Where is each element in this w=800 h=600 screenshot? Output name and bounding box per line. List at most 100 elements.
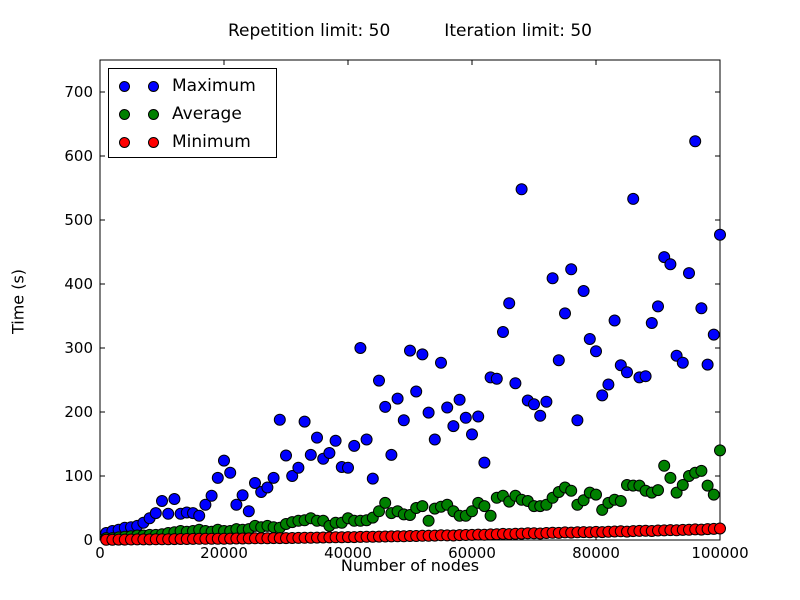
data-point bbox=[329, 434, 342, 447]
average-marker-icon bbox=[148, 108, 159, 120]
data-point bbox=[583, 333, 596, 345]
data-point bbox=[168, 493, 181, 505]
data-point bbox=[422, 406, 435, 419]
x-tick-label: 20000 bbox=[200, 544, 248, 562]
data-point bbox=[193, 509, 206, 522]
data-point bbox=[156, 495, 168, 507]
data-point bbox=[435, 356, 447, 369]
data-point bbox=[267, 471, 280, 484]
data-point bbox=[571, 414, 584, 427]
scatter-points-maximum bbox=[100, 135, 726, 539]
data-point bbox=[447, 420, 460, 433]
data-point bbox=[652, 484, 664, 497]
data-point bbox=[614, 495, 627, 507]
data-point bbox=[428, 433, 441, 446]
data-point bbox=[273, 413, 286, 426]
x-tick-label: 40000 bbox=[324, 544, 372, 562]
data-point bbox=[385, 448, 398, 461]
data-point bbox=[695, 464, 708, 477]
data-point bbox=[453, 393, 466, 406]
maximum-marker-icon bbox=[119, 80, 130, 92]
data-point bbox=[714, 444, 726, 457]
data-point bbox=[577, 494, 590, 507]
data-point bbox=[577, 285, 590, 297]
data-point bbox=[466, 428, 478, 441]
data-point bbox=[559, 307, 571, 320]
data-point bbox=[360, 433, 373, 446]
legend-label-maximum: Maximum bbox=[172, 76, 256, 96]
data-point bbox=[707, 328, 720, 341]
data-point bbox=[658, 459, 671, 472]
data-point bbox=[484, 509, 497, 522]
data-point bbox=[534, 409, 547, 422]
legend-label-average: Average bbox=[172, 104, 242, 124]
data-point bbox=[162, 507, 175, 520]
data-point bbox=[621, 366, 633, 379]
data-point bbox=[472, 410, 485, 423]
data-point bbox=[714, 522, 726, 535]
minimum-marker-icon bbox=[148, 136, 159, 148]
data-point bbox=[236, 489, 249, 502]
x-axis-label: Number of nodes bbox=[340, 556, 480, 575]
data-point bbox=[528, 398, 540, 411]
data-point bbox=[230, 498, 243, 511]
x-tick-label: 0 bbox=[95, 544, 105, 562]
data-point bbox=[478, 500, 491, 513]
data-point bbox=[249, 477, 261, 489]
data-point bbox=[639, 370, 652, 383]
data-point bbox=[348, 439, 361, 452]
data-point bbox=[149, 507, 162, 520]
data-point bbox=[590, 345, 602, 358]
data-point bbox=[602, 378, 615, 391]
data-point bbox=[224, 466, 237, 479]
minimum-marker-icon bbox=[119, 136, 130, 148]
data-point bbox=[497, 326, 509, 338]
data-point bbox=[664, 471, 677, 484]
y-axis-label: Time (s) bbox=[8, 268, 28, 335]
data-point bbox=[397, 414, 410, 427]
data-point bbox=[379, 496, 392, 509]
data-point bbox=[205, 489, 218, 502]
data-point bbox=[218, 454, 230, 467]
data-point bbox=[373, 374, 385, 387]
data-point bbox=[416, 500, 429, 513]
data-point bbox=[596, 389, 609, 402]
data-point bbox=[509, 377, 522, 390]
data-point bbox=[714, 228, 726, 241]
data-point bbox=[441, 401, 454, 414]
data-point bbox=[590, 488, 602, 501]
data-point bbox=[565, 484, 578, 497]
data-point bbox=[199, 498, 212, 511]
data-point bbox=[311, 431, 323, 444]
data-point bbox=[676, 356, 689, 369]
data-point bbox=[515, 183, 528, 196]
y-tick-label: 100 bbox=[64, 467, 93, 485]
data-point bbox=[683, 267, 695, 280]
data-point bbox=[664, 258, 677, 271]
data-point bbox=[292, 461, 305, 474]
data-point bbox=[701, 358, 714, 371]
x-tick-label: 80000 bbox=[572, 544, 620, 562]
data-point bbox=[695, 302, 708, 315]
data-point bbox=[701, 479, 714, 492]
data-point bbox=[342, 461, 354, 474]
data-point bbox=[211, 471, 224, 484]
y-tick-label: 500 bbox=[64, 211, 93, 229]
legend-item-minimum: Minimum bbox=[109, 128, 276, 156]
data-point bbox=[304, 448, 317, 461]
data-point bbox=[707, 488, 720, 501]
data-point bbox=[652, 300, 664, 313]
data-point bbox=[298, 415, 311, 428]
y-tick-label: 0 bbox=[83, 531, 93, 549]
data-point bbox=[404, 344, 416, 357]
data-point bbox=[676, 479, 689, 491]
y-tick-label: 700 bbox=[64, 83, 93, 101]
data-point bbox=[459, 411, 472, 424]
data-point bbox=[410, 385, 423, 398]
data-point bbox=[354, 342, 367, 354]
data-point bbox=[391, 392, 404, 405]
data-point bbox=[373, 505, 385, 518]
legend-item-average: Average bbox=[109, 100, 276, 128]
